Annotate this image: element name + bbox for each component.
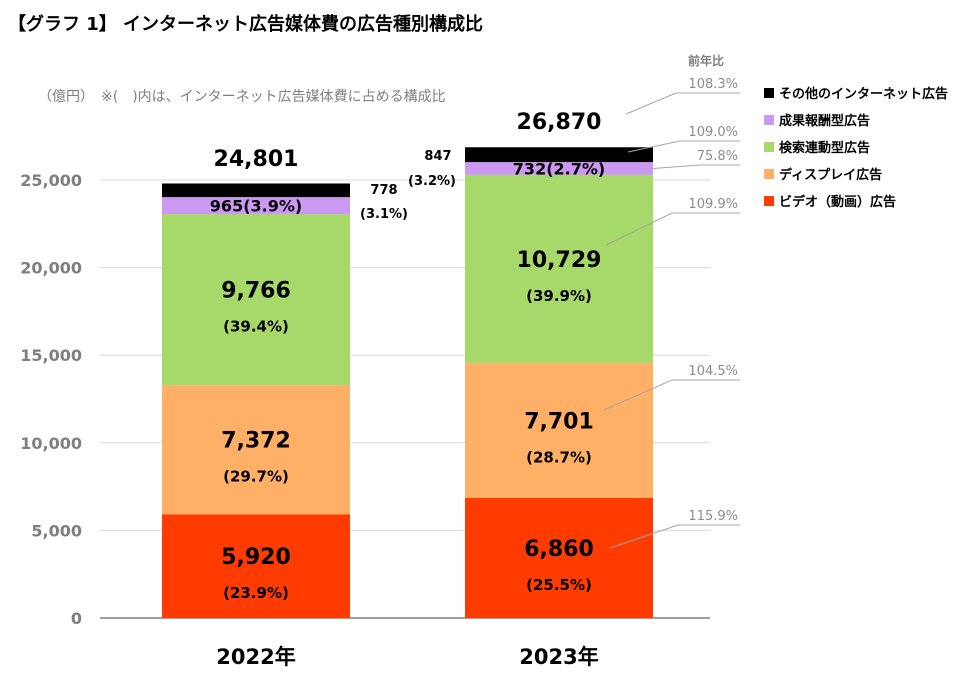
legend-label-other: その他のインターネット広告 bbox=[779, 86, 948, 102]
y-tick-label: 0 bbox=[71, 609, 82, 628]
legend-label-display: ディスプレイ広告 bbox=[779, 167, 882, 183]
leader-line bbox=[609, 524, 740, 549]
bar-labels: 2022年 2023年 24,801 26,870 5,920 (23.9%) 6,860 (… bbox=[210, 110, 605, 669]
yoy-label: 109.0% bbox=[688, 125, 738, 140]
legend-label-search: 検索連動型広告 bbox=[779, 140, 870, 156]
leader-line bbox=[625, 92, 740, 115]
legend-swatch-video bbox=[764, 196, 774, 206]
legend-label-performance: 成果報酬型広告 bbox=[779, 113, 870, 129]
segment-value-label: 7,701 bbox=[524, 409, 594, 434]
bar-segment-other bbox=[162, 183, 350, 198]
legend-label-video: ビデオ（動画）広告 bbox=[779, 194, 896, 210]
bar-segment-display bbox=[465, 362, 653, 498]
yoy-label: 104.5% bbox=[688, 364, 738, 379]
segment-pct-label: (3.2%) bbox=[408, 174, 456, 189]
segment-value-label: 7,372 bbox=[221, 429, 291, 454]
bar-segment-other bbox=[465, 147, 653, 163]
segment-pct-label: (2.7%) bbox=[546, 160, 605, 179]
segment-pct-label: (28.7%) bbox=[526, 448, 592, 466]
x-category-label: 2023年 bbox=[519, 645, 598, 669]
yoy-label: 75.8% bbox=[697, 149, 738, 164]
yoy-header: 前年比 bbox=[688, 53, 724, 68]
legend-swatch-other bbox=[764, 88, 774, 98]
total-label: 26,870 bbox=[517, 110, 602, 135]
segment-value-label: 732 bbox=[513, 160, 546, 179]
segment-pct-label: (39.4%) bbox=[223, 318, 289, 336]
x-category-label: 2022年 bbox=[216, 645, 295, 669]
bar-segment-display bbox=[162, 385, 350, 515]
segment-value-label: 778 bbox=[370, 183, 397, 198]
yoy-labels: 115.9% 104.5% 109.9% 75.8% 109.0% 108.3% bbox=[603, 77, 740, 549]
segment-inline-label: 965(3.9%) bbox=[210, 197, 302, 216]
bar-segment-search bbox=[162, 214, 350, 386]
leader-line bbox=[605, 212, 740, 246]
y-tick-label: 15,000 bbox=[20, 346, 82, 365]
legend-swatch-search bbox=[764, 142, 774, 152]
bar-segment-video bbox=[162, 514, 350, 618]
y-tick-label: 10,000 bbox=[20, 434, 82, 453]
y-tick-label: 20,000 bbox=[20, 259, 82, 278]
segment-pct-label: (29.7%) bbox=[223, 468, 289, 486]
segment-value-label: 10,729 bbox=[517, 248, 602, 273]
segment-pct-label: (23.9%) bbox=[223, 584, 289, 602]
segment-value-label: 5,920 bbox=[221, 545, 291, 570]
total-label: 24,801 bbox=[214, 147, 299, 172]
bar-segment-search bbox=[465, 174, 653, 363]
bars bbox=[162, 147, 653, 618]
yoy-label: 109.9% bbox=[688, 197, 738, 212]
chart-title: 【グラフ 1】 インターネット広告媒体費の広告種別構成比 bbox=[8, 13, 483, 35]
segment-inline-label: 732(2.7%) bbox=[513, 160, 605, 179]
leader-line bbox=[603, 379, 740, 411]
bar-segment-performance bbox=[162, 197, 350, 215]
segment-value-label: 6,860 bbox=[524, 537, 594, 562]
leader-line bbox=[627, 140, 740, 153]
segment-value-label: 847 bbox=[424, 149, 451, 164]
segment-pct-label: (25.5%) bbox=[526, 576, 592, 594]
bar-segment-performance bbox=[465, 162, 653, 175]
y-tick-label: 5,000 bbox=[31, 521, 82, 540]
segment-pct-label: (3.9%) bbox=[243, 197, 302, 216]
segment-pct-label: (39.9%) bbox=[526, 287, 592, 305]
legend-swatch-display bbox=[764, 169, 774, 179]
legend: その他のインターネット広告成果報酬型広告検索連動型広告ディスプレイ広告ビデオ（動… bbox=[764, 86, 948, 210]
y-tick-label: 25,000 bbox=[20, 171, 82, 190]
segment-value-label: 9,766 bbox=[221, 279, 291, 304]
legend-swatch-performance bbox=[764, 115, 774, 125]
yoy-label: 108.3% bbox=[688, 77, 738, 92]
yoy-label: 115.9% bbox=[688, 509, 738, 524]
segment-pct-label: (3.1%) bbox=[360, 207, 408, 222]
segment-value-label: 965 bbox=[210, 197, 243, 216]
leader-line bbox=[652, 164, 740, 170]
bar-segment-video bbox=[465, 497, 653, 618]
y-axis-labels: 0 5,000 10,000 15,000 20,000 25,000 bbox=[20, 171, 82, 628]
unit-note: （億円） ※( )内は、インターネット広告媒体費に占める構成比 bbox=[38, 89, 446, 105]
